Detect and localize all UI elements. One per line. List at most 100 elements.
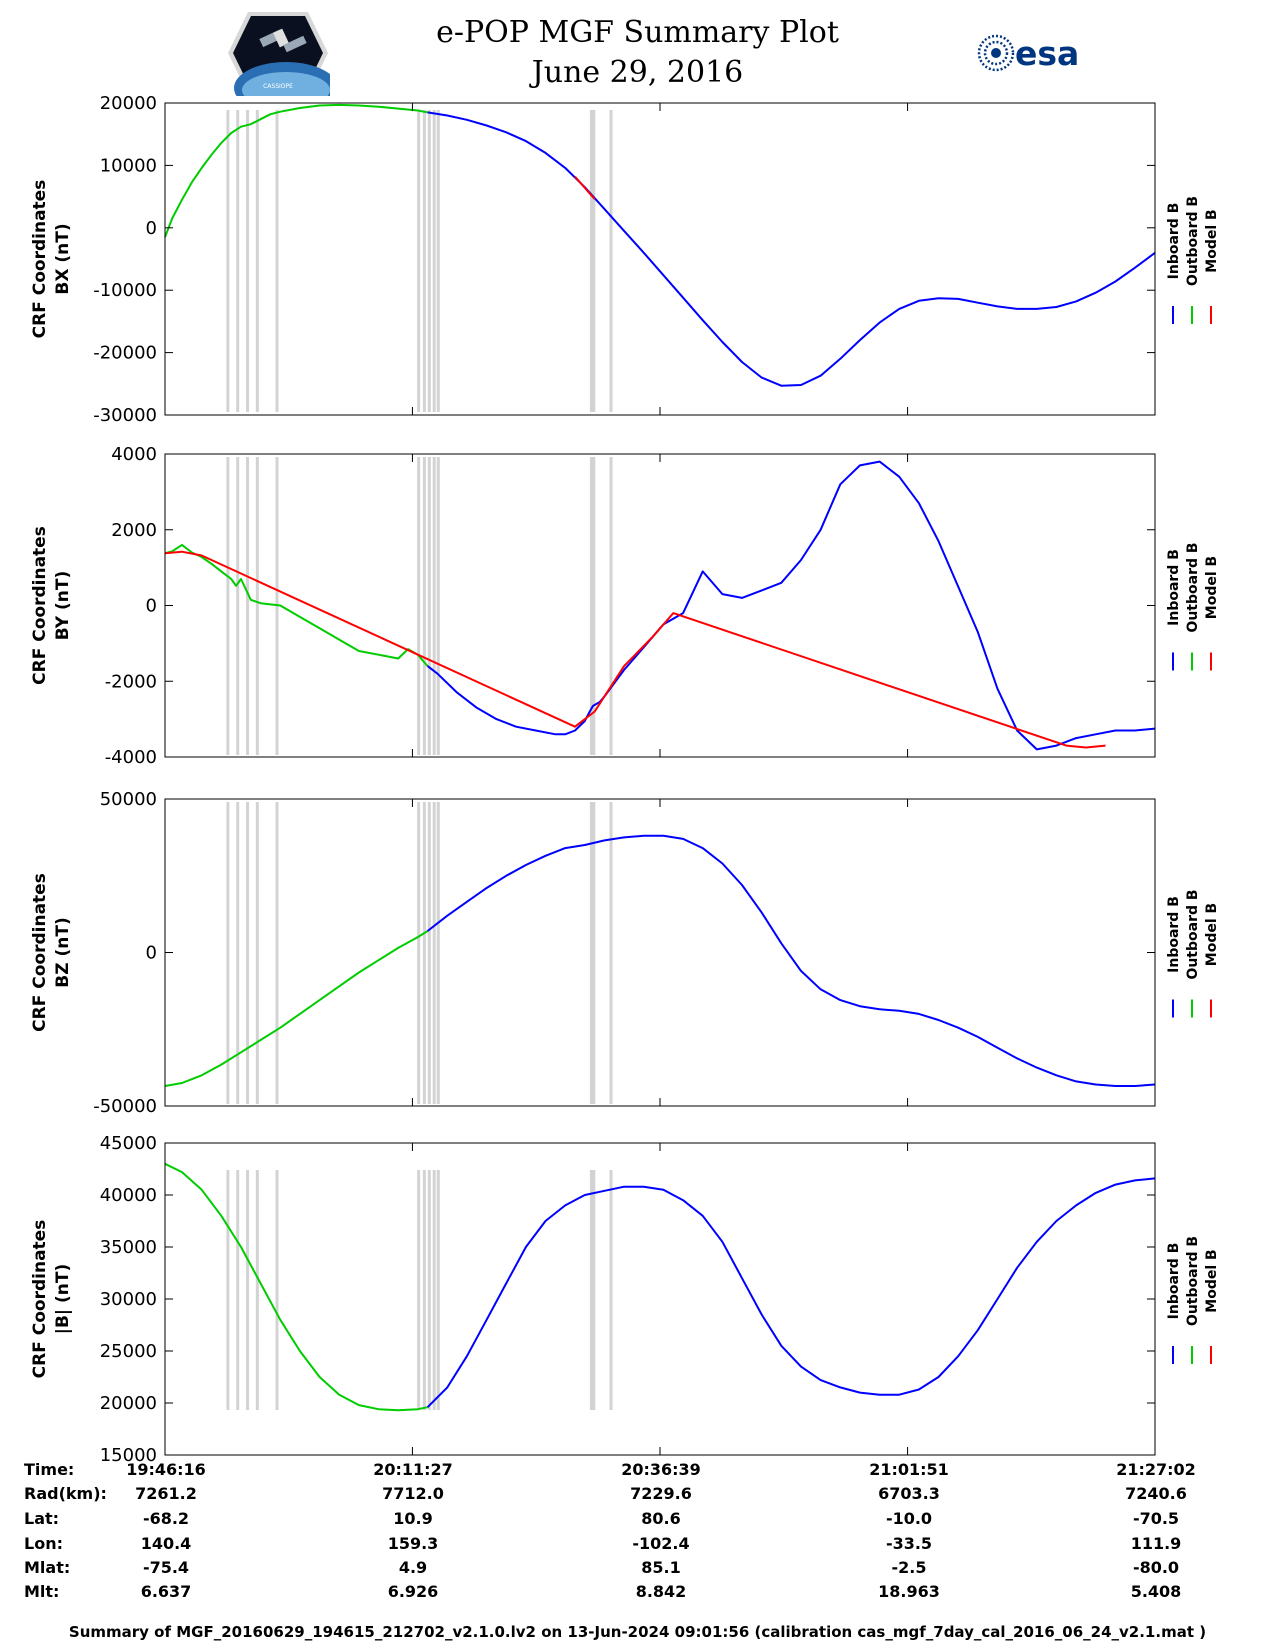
y-tick-label: -2000 [105, 671, 157, 692]
info-mlat-value: -80.0 [1132, 1558, 1180, 1577]
info-rad-value: 7261.2 [135, 1484, 197, 1503]
panel-4: 45000 40000 35000 30000 25000 20000 15000 CRF C… [30, 1133, 1220, 1466]
info-lat-value: 10.9 [393, 1509, 433, 1528]
plot-header: CASSIOPE e-POP MGF Summary Plot June 29,… [0, 0, 1275, 100]
info-lon-value: -33.5 [885, 1534, 933, 1553]
series-line-inboard-b [427, 111, 1156, 387]
legend-label: Inboard B [1166, 203, 1182, 280]
info-mlt-value: 5.408 [1130, 1582, 1182, 1601]
y-tick-label: 10000 [100, 155, 157, 176]
series-line-inboard-b [426, 834, 1156, 1087]
legend-label: Model B [1204, 903, 1220, 966]
info-mlat-value: -75.4 [142, 1558, 190, 1577]
info-label-rad: Rad(km): [24, 1484, 107, 1503]
y-tick-label: -50000 [93, 1096, 157, 1117]
info-label-time: Time: [24, 1460, 75, 1479]
legend-label: Outboard B [1185, 542, 1201, 632]
panel-1: 20000 10000 0 -10000 -20000 -30000 CRF Coordin… [30, 93, 1220, 426]
series-line-inboard-b [426, 460, 1156, 751]
y-axis-label: BY (nT) [53, 571, 73, 641]
series-line-outboard-b [164, 930, 429, 1087]
info-mlat-value: 4.9 [398, 1558, 428, 1577]
info-rad-value: 7229.6 [630, 1484, 692, 1503]
y-tick-label: 30000 [100, 1289, 157, 1310]
y-tick-label: 20000 [100, 93, 157, 114]
info-mlat-value: 85.1 [641, 1558, 681, 1577]
info-label-mlt: Mlt: [24, 1582, 60, 1601]
y-tick-label: 2000 [111, 520, 157, 541]
info-lat-value: -68.2 [142, 1509, 190, 1528]
y-axis-label: |B| (nT) [53, 1264, 73, 1335]
info-lat-value: -70.5 [1132, 1509, 1180, 1528]
info-rad-value: 7712.0 [382, 1484, 444, 1503]
info-time-value: 20:36:39 [621, 1460, 701, 1479]
legend-label: Outboard B [1185, 1236, 1201, 1326]
info-label-lon: Lon: [24, 1534, 63, 1553]
plot-title: e-POP MGF Summary Plot [436, 15, 839, 50]
y-tick-label: 0 [146, 943, 157, 964]
y-tick-label: 35000 [100, 1237, 157, 1258]
axes-frame [164, 798, 1156, 1107]
info-lon-value: 111.9 [1130, 1534, 1182, 1553]
info-mlt-value: 6.926 [387, 1582, 439, 1601]
y-tick-label: 25000 [100, 1341, 157, 1362]
panel-3: 50000 0 -50000 CRF Coordinates BZ (nT) Inboar… [30, 789, 1220, 1117]
plot-date: June 29, 2016 [531, 55, 744, 90]
legend-label: Inboard B [1166, 896, 1182, 973]
esa-logo: esa [977, 34, 1079, 73]
y-tick-label: -10000 [93, 280, 157, 301]
series-line-inboard-b [426, 1177, 1156, 1408]
info-time-value: 21:01:51 [869, 1460, 949, 1479]
info-rad-value: 7240.6 [1125, 1484, 1187, 1503]
y-tick-label: 0 [146, 596, 157, 617]
y-axis-label: CRF Coordinates [30, 526, 50, 685]
info-lon-value: -102.4 [632, 1534, 690, 1553]
y-tick-label: -20000 [93, 343, 157, 364]
panel-2: 4000 2000 0 -2000 -4000 CRF Coordinates BY (nT… [30, 444, 1220, 768]
info-rad-value: 6703.3 [878, 1484, 940, 1503]
summary-footer: Summary of MGF_20160629_194615_212702_v2… [68, 1623, 1207, 1641]
info-mlt-value: 8.842 [635, 1582, 687, 1601]
legend-label: Model B [1204, 209, 1220, 272]
info-time-value: 19:46:16 [126, 1460, 206, 1479]
y-tick-label: 45000 [100, 1133, 157, 1154]
y-axis-label: CRF Coordinates [30, 180, 50, 339]
series-line-model-b [164, 550, 1106, 749]
legend-label: Outboard B [1185, 196, 1201, 286]
info-time-value: 20:11:27 [373, 1460, 453, 1479]
info-label-mlat: Mlat: [24, 1558, 71, 1577]
info-lat-value: -10.0 [885, 1509, 933, 1528]
series-line-outboard-b [164, 103, 428, 238]
info-lon-value: 140.4 [140, 1534, 192, 1553]
y-tick-label: 4000 [111, 444, 157, 465]
y-axis-label: CRF Coordinates [30, 873, 50, 1032]
series-line-outboard-b [164, 1162, 428, 1412]
info-lat-value: 80.6 [641, 1509, 681, 1528]
info-label-lat: Lat: [24, 1509, 60, 1528]
legend-label: Outboard B [1185, 889, 1201, 979]
orbit-info-table: Time: Rad(km): Lat: Lon: Mlat: Mlt: 19:4… [0, 1460, 1275, 1620]
legend-label: Inboard B [1166, 549, 1182, 626]
y-tick-label: -30000 [93, 405, 157, 426]
y-tick-label: -4000 [105, 747, 157, 768]
y-tick-label: 40000 [100, 1185, 157, 1206]
info-mlt-value: 6.637 [140, 1582, 192, 1601]
legend-label: Inboard B [1166, 1243, 1182, 1320]
info-mlt-value: 18.963 [878, 1582, 940, 1601]
legend-label: Model B [1204, 556, 1220, 619]
info-lon-value: 159.3 [387, 1534, 439, 1553]
y-tick-label: 0 [146, 218, 157, 239]
cassiope-logo: CASSIOPE [228, 12, 330, 96]
y-tick-label: 20000 [100, 1393, 157, 1414]
series-line-outboard-b [164, 543, 429, 667]
y-axis-label: BZ (nT) [53, 917, 73, 987]
svg-text:CASSIOPE: CASSIOPE [263, 83, 293, 90]
axes-frame [164, 102, 1156, 416]
series-line-model-b [574, 175, 596, 200]
axes-frame [164, 453, 1156, 758]
y-axis-label: CRF Coordinates [30, 1220, 50, 1379]
y-tick-label: 15000 [100, 1445, 157, 1466]
svg-text:esa: esa [1015, 34, 1079, 73]
info-mlat-value: -2.5 [891, 1558, 927, 1577]
